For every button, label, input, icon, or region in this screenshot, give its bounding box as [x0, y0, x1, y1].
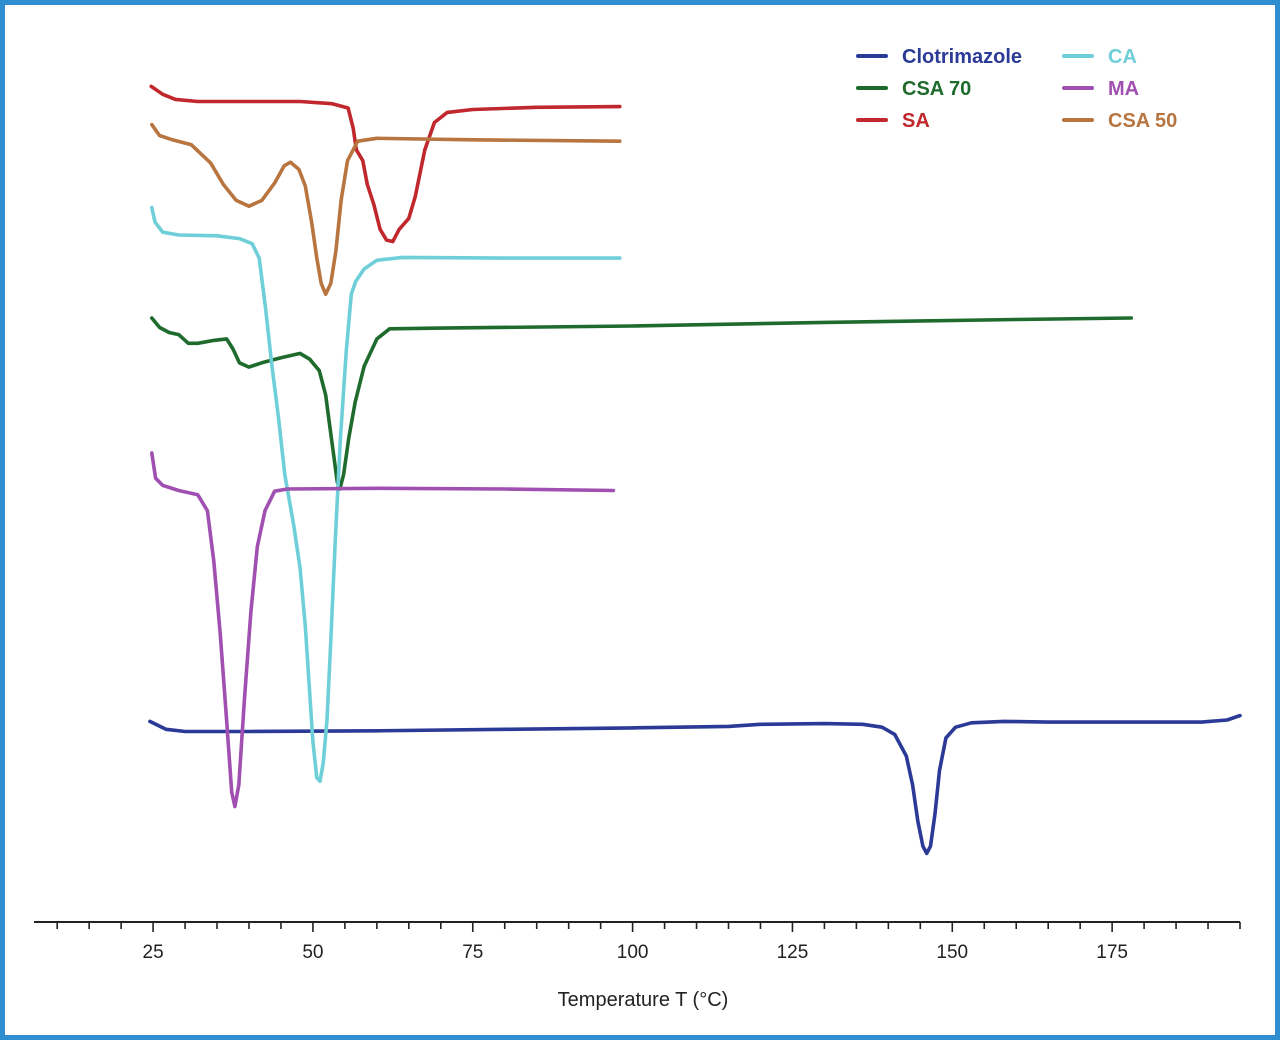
- x-tick-label: 125: [777, 942, 809, 963]
- legend-label-clotrimazole: Clotrimazole: [902, 46, 1022, 68]
- legend-label-sa: SA: [902, 110, 930, 132]
- x-tick-label: 50: [302, 942, 323, 963]
- x-tick-label: 25: [143, 942, 164, 963]
- legend-label-csa-50: CSA 50: [1108, 110, 1177, 132]
- series-layer: [148, 84, 1242, 856]
- x-tick-label: 75: [462, 942, 483, 963]
- legend-label-ma: MA: [1108, 78, 1139, 100]
- x-tick-label: 150: [936, 942, 968, 963]
- series-line-clotrimazole: [148, 713, 1242, 856]
- legend-label-csa-70: CSA 70: [902, 78, 971, 100]
- series-line-sa: [149, 84, 622, 244]
- x-axis: 25 50 75 100 125 150 175: [34, 921, 1241, 963]
- series-line-csa-70: [150, 316, 1134, 491]
- series-line-ma: [150, 451, 616, 809]
- x-tick-label: 100: [617, 942, 649, 963]
- x-axis-title: Temperature T (°C): [558, 989, 729, 1011]
- series-line-csa-50: [150, 122, 622, 297]
- series-line-ca: [150, 205, 622, 784]
- x-tick-label: 175: [1096, 942, 1128, 963]
- legend-label-ca: CA: [1108, 46, 1137, 68]
- legend: Clotrimazole CA CSA 70 MA SA CSA 50: [856, 46, 1177, 132]
